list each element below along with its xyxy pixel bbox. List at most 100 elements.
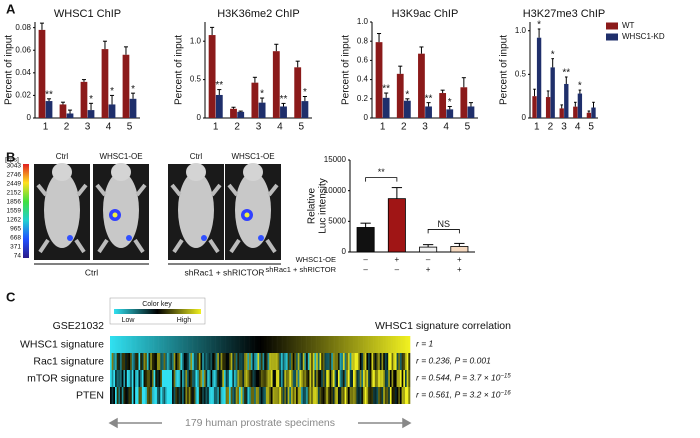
heatmap-cell [399,353,402,370]
heatmap-cell [336,336,339,353]
heatmap-cell [366,336,369,353]
heatmap-cell [130,336,133,353]
heatmap-cell [170,387,173,404]
heatmap-cell [254,336,257,353]
heatmap-cell [244,370,247,387]
heatmap-cell [388,336,391,353]
heatmap-cell [168,370,171,387]
heatmap-cell [222,336,225,353]
heatmap-cell [378,370,381,387]
heatmap-cell [321,370,324,387]
y-tick-label: 0.08 [15,23,31,32]
heatmap-cell [175,353,178,370]
heatmap-cell [376,353,379,370]
heatmap-cell [262,370,265,387]
heatmap-cell [337,370,340,387]
heatmap-cell [332,370,335,387]
heatmap-cell [254,370,257,387]
colorbar [23,164,29,258]
heatmap-cell [294,387,297,404]
heatmap-cell [158,387,161,404]
row-stat: r = 1 [416,339,434,349]
heatmap-cell [195,387,198,404]
heatmap-cell [138,353,141,370]
heatmap-cell [347,387,350,404]
heatmap: WHSC1 signature r = 1 Rac1 signature r = 0.… [20,297,512,429]
row-label: mTOR signature [27,372,104,384]
heatmap-cell [130,370,133,387]
heatmap-cell [245,387,248,404]
heatmap-cell [311,336,314,353]
heatmap-cell [202,370,205,387]
heatmap-cell [111,387,114,404]
heatmap-cell [267,370,270,387]
heatmap-cell [359,353,362,370]
heatmap-cell [249,387,252,404]
heatmap-cell [317,370,320,387]
heatmap-cell [234,370,236,387]
heatmap-cell [177,336,180,353]
heatmap-cell [185,370,188,387]
heatmap-cell [383,387,386,404]
heatmap-cell [363,387,366,404]
heatmap-cell [264,370,267,387]
heatmap-cell [393,353,396,370]
heatmap-cell [304,370,307,387]
heatmap-cell [262,336,265,353]
colorbar-tick-label: 2746 [7,172,22,179]
heatmap-cell [130,387,133,404]
heatmap-cell [314,336,317,353]
heatmap-cell [393,336,396,353]
heatmap-cell [406,387,409,404]
bar [301,101,309,118]
heatmap-cell [128,353,131,370]
stat-exponent: −15 [501,373,512,379]
heatmap-cell [399,336,402,353]
significance-label: * [110,86,114,97]
heatmap-cell [208,387,211,404]
heatmap-cell [277,370,280,387]
heatmap-cell [230,387,233,404]
heatmap-cell [178,353,181,370]
y-tick-label: 0.06 [15,45,31,54]
y-tick-label: 0.8 [357,36,369,45]
heatmap-cell [344,387,347,404]
heatmap-cell [180,370,183,387]
heatmap-cell [351,370,354,387]
heatmap-cell [398,370,401,387]
bar [559,108,564,118]
bar [467,106,475,118]
bar [536,37,542,118]
heatmap-cell [307,353,310,370]
heatmap-cell [177,387,180,404]
heatmap-cell [249,370,252,387]
heatmap-cell [312,336,315,353]
heatmap-cell [135,336,138,353]
heatmap-cell [374,387,377,404]
heatmap-cell [150,387,153,404]
heatmap-cell [170,336,173,353]
heatmap-cell [344,353,347,370]
heatmap-cell [173,370,176,387]
x-tick-label: 3 [85,122,91,133]
heatmap-cell [322,370,325,387]
heatmap-cell [252,336,255,353]
heatmap-cell [131,336,134,353]
row-label: WHSC1 signature [20,338,104,350]
heatmap-cell [151,353,154,370]
heatmap-cell [217,370,220,387]
heatmap-cell [188,370,191,387]
stat-text: r = 0.544, P = 3.7 × 10 [416,373,501,383]
heatmap-cell [227,336,230,353]
heatmap-cell [140,336,143,353]
bar [38,29,46,118]
heatmap-cell [408,387,411,404]
heatmap-cell [294,370,297,387]
heatmap-cell [136,387,139,404]
heatmap-cell [282,336,285,353]
heatmap-cell [116,353,119,370]
heatmap-cell [371,336,374,353]
heatmap-cell [287,336,290,353]
heatmap-cell [339,353,342,370]
significance-label: * [578,81,582,92]
